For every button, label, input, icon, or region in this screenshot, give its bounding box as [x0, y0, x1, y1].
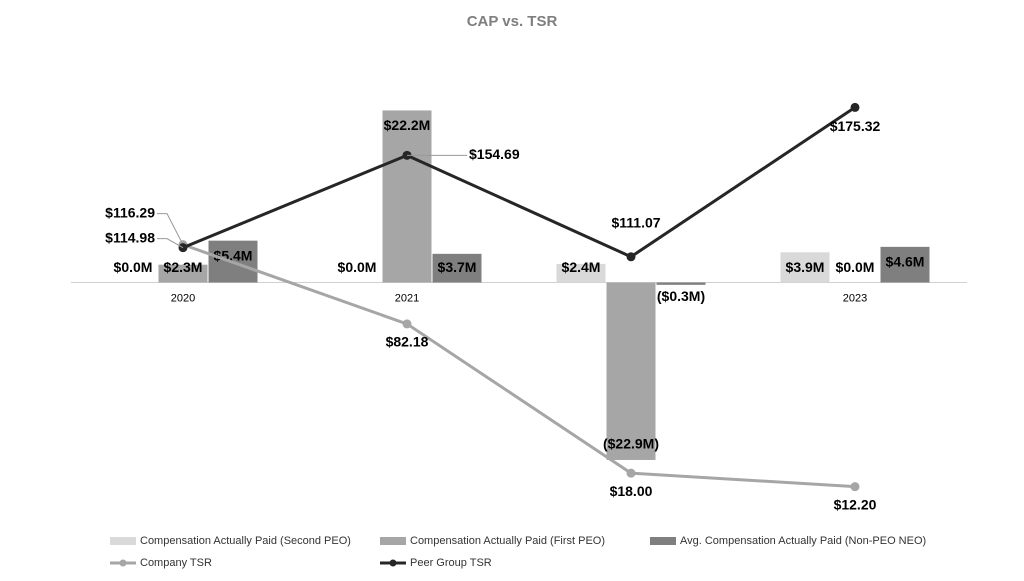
legend-swatch	[650, 537, 676, 545]
point	[850, 482, 860, 492]
value-label: ($0.3M)	[657, 288, 705, 304]
point	[626, 252, 636, 262]
legend-swatch	[119, 559, 127, 567]
value-label: ($22.9M)	[603, 436, 659, 452]
legend-label: Peer Group TSR	[410, 557, 492, 569]
point	[626, 468, 636, 478]
bar	[880, 246, 930, 283]
value-label: $18.00	[610, 483, 653, 499]
value-label: $2.3M	[164, 259, 203, 275]
value-label: $4.6M	[886, 254, 925, 270]
value-label: $12.20	[834, 496, 877, 512]
value-label: $116.29	[105, 204, 155, 220]
value-label: $82.18	[386, 334, 429, 350]
leader-line	[157, 213, 184, 245]
x-tick-label: 2023	[843, 292, 867, 304]
legend-swatch	[110, 537, 136, 545]
point	[402, 319, 412, 329]
value-label: $3.9M	[786, 259, 825, 275]
bars	[158, 110, 930, 460]
x-tick-label: 2020	[171, 292, 195, 304]
legend-swatch	[389, 559, 397, 567]
legend-label: Avg. Compensation Actually Paid (Non-PEO…	[680, 535, 926, 547]
legend-label: Compensation Actually Paid (First PEO)	[410, 535, 605, 547]
x-tick-label: 2021	[395, 292, 419, 304]
leader-line	[157, 238, 184, 249]
value-label: $0.0M	[836, 259, 875, 275]
value-label: $114.98	[105, 229, 155, 245]
value-label: $3.7M	[438, 259, 477, 275]
value-label: $22.2M	[384, 117, 431, 133]
line	[182, 106, 856, 259]
legend-label: Company TSR	[140, 557, 212, 569]
bar	[606, 282, 656, 460]
value-label: $175.32	[830, 118, 881, 134]
bar	[432, 253, 482, 283]
bar	[780, 252, 830, 283]
value-label: $0.0M	[114, 259, 153, 275]
value-label: $111.07	[611, 214, 660, 230]
legend-swatch	[380, 537, 406, 545]
bar	[656, 282, 706, 285]
point	[850, 102, 860, 112]
value-label: $0.0M	[338, 259, 377, 275]
bar	[556, 263, 606, 283]
line	[182, 243, 856, 489]
bar	[382, 110, 432, 283]
chart-title: CAP vs. TSR	[467, 13, 558, 30]
legend-label: Compensation Actually Paid (Second PEO)	[140, 535, 351, 547]
value-label: $154.69	[469, 146, 520, 162]
value-label: $2.4M	[562, 259, 601, 275]
bar	[158, 264, 208, 283]
